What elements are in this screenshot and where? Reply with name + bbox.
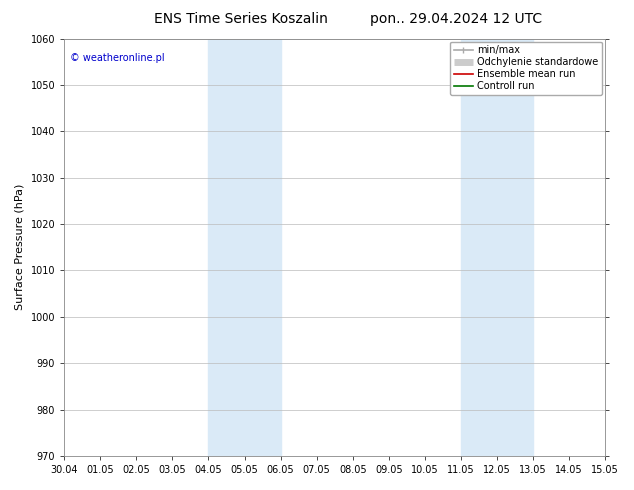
Text: © weatheronline.pl: © weatheronline.pl [70, 53, 164, 63]
Legend: min/max, Odchylenie standardowe, Ensemble mean run, Controll run: min/max, Odchylenie standardowe, Ensembl… [450, 42, 602, 95]
Text: ENS Time Series Koszalin: ENS Time Series Koszalin [154, 12, 328, 26]
Bar [461, 39, 533, 456]
Bar [209, 39, 281, 456]
Y-axis label: Surface Pressure (hPa): Surface Pressure (hPa) [15, 184, 25, 311]
Text: pon.. 29.04.2024 12 UTC: pon.. 29.04.2024 12 UTC [370, 12, 543, 26]
